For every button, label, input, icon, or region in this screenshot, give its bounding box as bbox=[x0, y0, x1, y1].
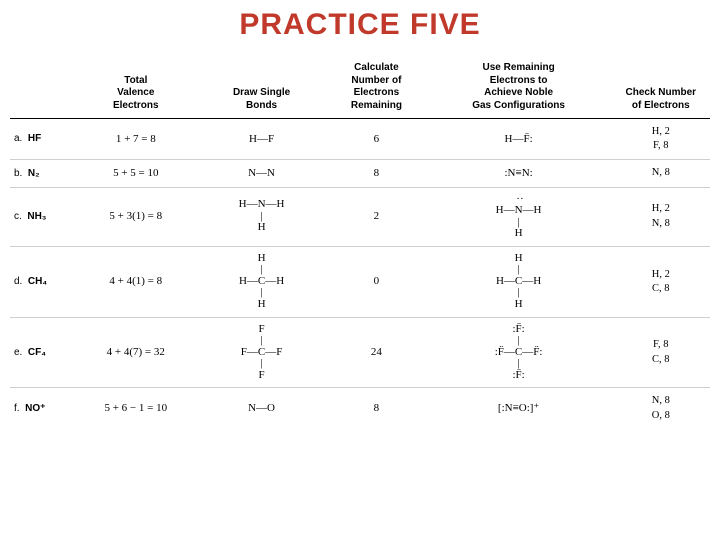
cell-remaining: 24 bbox=[327, 317, 425, 388]
cell-noble-gas: :F̈: | :F̈—C—F̈: | :F̈: bbox=[426, 317, 612, 388]
cell-noble-gas: [:N≡O:]⁺ bbox=[426, 388, 612, 429]
cell-check: N, 8 bbox=[612, 160, 710, 187]
col-header-remain: CalculateNumber ofElectronsRemaining bbox=[327, 60, 425, 119]
cell-valence: 4 + 4(1) = 8 bbox=[76, 246, 196, 317]
row-label: f. NO⁺ bbox=[10, 388, 76, 429]
cell-single-bonds: N—O bbox=[196, 388, 327, 429]
page-title: PRACTICE FIVE bbox=[0, 8, 720, 42]
lewis-structure-table: TotalValenceElectrons Draw SingleBonds C… bbox=[10, 60, 710, 429]
table-row: b. N₂5 + 5 = 10N—N8:N≡N:N, 8 bbox=[10, 160, 710, 187]
table-row: f. NO⁺5 + 6 − 1 = 10N—O8[:N≡O:]⁺N, 8O, 8 bbox=[10, 388, 710, 429]
cell-check: F, 8C, 8 bbox=[612, 317, 710, 388]
cell-check: N, 8O, 8 bbox=[612, 388, 710, 429]
cell-noble-gas: ·· H—N—H | H bbox=[426, 187, 612, 246]
cell-valence: 5 + 6 − 1 = 10 bbox=[76, 388, 196, 429]
row-label: c. NH₃ bbox=[10, 187, 76, 246]
row-label: e. CF₄ bbox=[10, 317, 76, 388]
cell-check: H, 2C, 8 bbox=[612, 246, 710, 317]
cell-single-bonds: F | F—C—F | F bbox=[196, 317, 327, 388]
cell-valence: 1 + 7 = 8 bbox=[76, 119, 196, 160]
cell-noble-gas: H—F̈: bbox=[426, 119, 612, 160]
cell-check: H, 2N, 8 bbox=[612, 187, 710, 246]
cell-remaining: 8 bbox=[327, 388, 425, 429]
cell-noble-gas: :N≡N: bbox=[426, 160, 612, 187]
col-header-label bbox=[10, 60, 76, 119]
row-label: a. HF bbox=[10, 119, 76, 160]
cell-valence: 5 + 3(1) = 8 bbox=[76, 187, 196, 246]
row-label: d. CH₄ bbox=[10, 246, 76, 317]
cell-check: H, 2F, 8 bbox=[612, 119, 710, 160]
cell-valence: 4 + 4(7) = 32 bbox=[76, 317, 196, 388]
cell-single-bonds: H—F bbox=[196, 119, 327, 160]
table-row: d. CH₄4 + 4(1) = 8 H | H—C—H | H 0 H | H… bbox=[10, 246, 710, 317]
cell-remaining: 8 bbox=[327, 160, 425, 187]
table-row: c. NH₃5 + 3(1) = 8H—N—H | H 2 ·· H—N—H |… bbox=[10, 187, 710, 246]
row-label: b. N₂ bbox=[10, 160, 76, 187]
table-header-row: TotalValenceElectrons Draw SingleBonds C… bbox=[10, 60, 710, 119]
cell-single-bonds: N—N bbox=[196, 160, 327, 187]
col-header-noble: Use RemainingElectrons toAchieve NobleGa… bbox=[426, 60, 612, 119]
cell-single-bonds: H—N—H | H bbox=[196, 187, 327, 246]
table-row: a. HF1 + 7 = 8H—F6H—F̈:H, 2F, 8 bbox=[10, 119, 710, 160]
cell-valence: 5 + 5 = 10 bbox=[76, 160, 196, 187]
col-header-valence: TotalValenceElectrons bbox=[76, 60, 196, 119]
cell-remaining: 2 bbox=[327, 187, 425, 246]
cell-remaining: 0 bbox=[327, 246, 425, 317]
col-header-single: Draw SingleBonds bbox=[196, 60, 327, 119]
table-row: e. CF₄4 + 4(7) = 32 F | F—C—F | F 24 :F̈… bbox=[10, 317, 710, 388]
cell-single-bonds: H | H—C—H | H bbox=[196, 246, 327, 317]
col-header-check: Check Numberof Electrons bbox=[612, 60, 710, 119]
cell-remaining: 6 bbox=[327, 119, 425, 160]
cell-noble-gas: H | H—C—H | H bbox=[426, 246, 612, 317]
